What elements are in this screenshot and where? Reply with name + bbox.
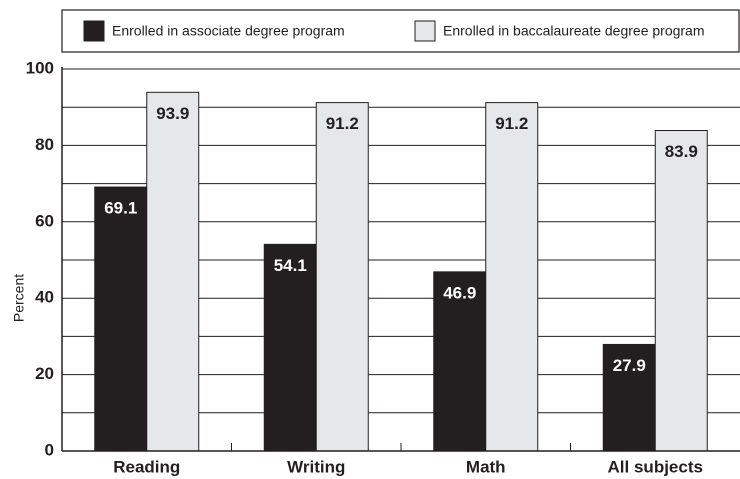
bar bbox=[433, 271, 487, 452]
x-tick-label: Writing bbox=[287, 457, 345, 476]
legend-label: Enrolled in associate degree program bbox=[112, 23, 345, 39]
value-label: 91.2 bbox=[326, 114, 359, 133]
y-tick-label: 100 bbox=[26, 58, 54, 77]
value-label: 54.1 bbox=[274, 256, 307, 275]
y-tick-label: 40 bbox=[35, 288, 54, 307]
value-label: 83.9 bbox=[665, 142, 698, 161]
legend-box bbox=[61, 9, 740, 53]
value-label: 93.9 bbox=[156, 104, 189, 123]
x-tick-label: Reading bbox=[113, 457, 180, 476]
value-label: 46.9 bbox=[443, 283, 476, 302]
bar bbox=[146, 91, 200, 452]
legend-label: Enrolled in baccalaureate degree program bbox=[443, 23, 705, 39]
y-axis-label: Percent bbox=[11, 274, 27, 322]
x-tick-label: All subjects bbox=[608, 457, 703, 476]
y-tick-label: 20 bbox=[35, 364, 54, 383]
value-label: 91.2 bbox=[495, 114, 528, 133]
value-label: 27.9 bbox=[613, 356, 646, 375]
y-tick-label: 0 bbox=[45, 440, 54, 459]
value-label: 69.1 bbox=[104, 199, 137, 218]
legend-swatch bbox=[83, 20, 105, 42]
bar bbox=[315, 102, 369, 452]
bar bbox=[485, 102, 539, 452]
x-tick-label: Math bbox=[466, 457, 506, 476]
bar bbox=[94, 186, 148, 452]
y-tick-label: 60 bbox=[35, 211, 54, 230]
bar bbox=[263, 243, 317, 452]
legend-swatch bbox=[414, 20, 436, 42]
y-tick-label: 80 bbox=[35, 135, 54, 154]
bar bbox=[654, 130, 708, 452]
